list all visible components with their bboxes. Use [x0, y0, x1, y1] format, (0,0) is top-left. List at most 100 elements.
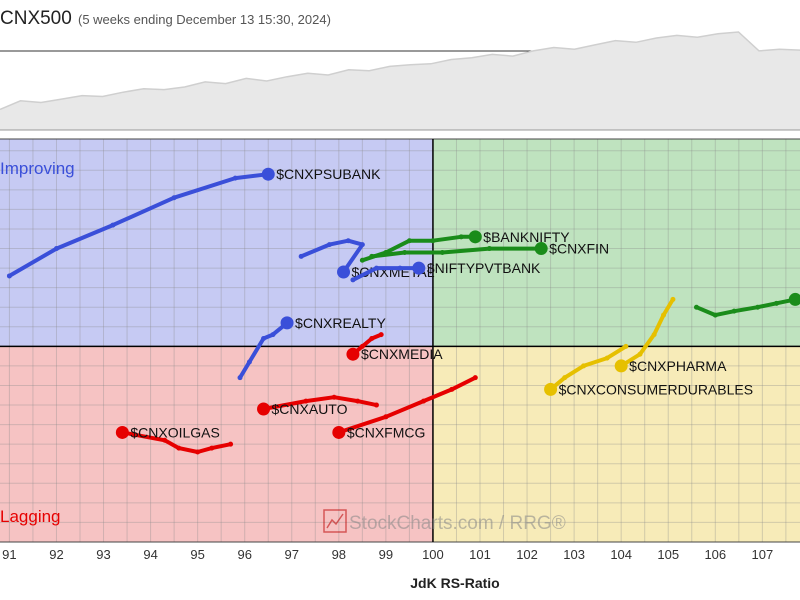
series-point — [110, 222, 116, 228]
x-tick-label: 102 — [516, 547, 538, 562]
series-cnxpsubank[interactable]: $CNXPSUBANK — [6, 166, 381, 279]
x-tick-labels: 91 92 93 94 95 96 97 98 99 100 101 102 103 104 105 106 1… — [2, 547, 773, 562]
x-tick-label: 96 — [237, 547, 251, 562]
x-tick-label: 97 — [285, 547, 299, 562]
series-head-point[interactable] — [544, 382, 558, 396]
series-cnxoilgas[interactable]: $CNXOILGAS — [115, 424, 234, 455]
series-point — [369, 336, 375, 342]
series-point — [303, 398, 309, 404]
series-cnxconsumerdurables[interactable]: $CNXCONSUMERDURABLES — [544, 343, 753, 398]
series-point — [755, 304, 761, 310]
quadrant-label-improving: Improving — [0, 159, 75, 178]
series-label: $CNXOILGAS — [130, 424, 219, 440]
series-label: $CNXREALTY — [295, 315, 386, 331]
series-cnxauto[interactable]: $CNXAUTO — [257, 394, 379, 417]
series-head-point[interactable] — [261, 167, 275, 181]
series-point — [397, 265, 403, 271]
series-point — [378, 332, 384, 338]
series-point — [171, 195, 177, 201]
watermark-logo — [323, 509, 347, 533]
series-label: $BANKNIFTY — [483, 229, 570, 245]
series-point — [439, 249, 445, 255]
series-point — [162, 437, 168, 443]
series-point — [430, 238, 436, 244]
series-point — [421, 398, 427, 404]
series-layer: $CNXPSUBANK$CNXMETAL$NIFTYPVTBANK$CNXREA… — [6, 166, 800, 455]
quadrant-lagging — [0, 346, 433, 542]
series-point — [604, 355, 610, 361]
series-point — [359, 343, 365, 349]
series-cnxfmcg[interactable]: $CNXFMCG — [332, 375, 478, 440]
series-head-point[interactable] — [280, 316, 294, 330]
series-point — [623, 343, 629, 349]
series-head-point[interactable] — [534, 242, 548, 256]
series-cnxhealthc[interactable]: $CNXHEALTHC — [693, 291, 800, 318]
series-point — [246, 359, 252, 365]
series-point — [406, 238, 412, 244]
series-point — [581, 363, 587, 369]
series-label: $CNXFMCG — [347, 424, 426, 440]
x-tick-label: 95 — [190, 547, 204, 562]
series-point — [458, 234, 464, 240]
watermark: StockCharts.com / RRG® — [323, 509, 566, 534]
series-label: $NIFTYPVTBANK — [427, 260, 541, 276]
series-point — [53, 246, 59, 252]
series-point — [232, 175, 238, 181]
series-cnxfin[interactable]: $CNXFIN — [369, 241, 609, 259]
x-tick-label: 98 — [332, 547, 346, 562]
chart-header: CNX500 (5 weeks ending December 13 15:30… — [0, 0, 800, 36]
series-point — [486, 246, 492, 252]
series-head-point[interactable] — [332, 425, 346, 439]
series-tail — [7, 172, 271, 278]
series-point — [383, 414, 389, 420]
grid-lines — [0, 138, 800, 543]
center-lines — [0, 139, 800, 542]
series-point — [331, 394, 337, 400]
series-point — [373, 265, 379, 271]
series-point — [472, 375, 478, 381]
x-tick-label: 103 — [563, 547, 585, 562]
series-head-point[interactable] — [337, 265, 351, 279]
chart-subtitle: (5 weeks ending December 13 15:30, 2024) — [78, 12, 331, 27]
x-tick-label: 92 — [49, 547, 63, 562]
chart-title: CNX500 — [0, 8, 72, 29]
series-tail — [350, 266, 421, 282]
series-head-point[interactable] — [115, 425, 129, 439]
x-tick-label: 105 — [657, 547, 679, 562]
series-point — [209, 445, 215, 451]
series-point — [350, 277, 356, 283]
series-cnxmedia[interactable]: $CNXMEDIA — [346, 332, 443, 362]
series-head-point[interactable] — [788, 292, 800, 306]
series-head-point[interactable] — [346, 347, 360, 361]
series-cnxpharma[interactable]: $CNXPHARMA — [614, 296, 727, 374]
quadrant-weakening — [432, 346, 800, 542]
series-label: $CNXAUTO — [272, 401, 348, 417]
series-point — [195, 449, 201, 455]
series-point — [359, 242, 365, 248]
series-niftypvtbank[interactable]: $NIFTYPVTBANK — [350, 260, 541, 283]
series-cnxrealty[interactable]: $CNXREALTY — [237, 315, 387, 381]
series-point — [270, 332, 276, 338]
series-point — [731, 308, 737, 314]
series-point — [261, 336, 267, 342]
x-tick-label: 101 — [469, 547, 491, 562]
series-label: $CNXPHARMA — [629, 358, 727, 374]
x-tick-label: 100 — [422, 547, 444, 562]
series-point — [402, 249, 408, 255]
quadrant-label-lagging: Lagging — [0, 507, 61, 526]
x-tick-label: 94 — [143, 547, 157, 562]
x-tick-label: 93 — [96, 547, 110, 562]
series-head-point[interactable] — [468, 230, 482, 244]
series-tail — [120, 430, 233, 454]
benchmark-panel — [0, 31, 800, 131]
series-head-point[interactable] — [257, 402, 271, 416]
series-head-point[interactable] — [614, 359, 628, 373]
series-point — [670, 296, 676, 302]
benchmark-area — [0, 32, 800, 130]
x-tick-label: 107 — [752, 547, 774, 562]
series-point — [176, 445, 182, 451]
series-point — [298, 253, 304, 259]
series-head-point[interactable] — [412, 261, 426, 275]
series-point — [712, 312, 718, 318]
